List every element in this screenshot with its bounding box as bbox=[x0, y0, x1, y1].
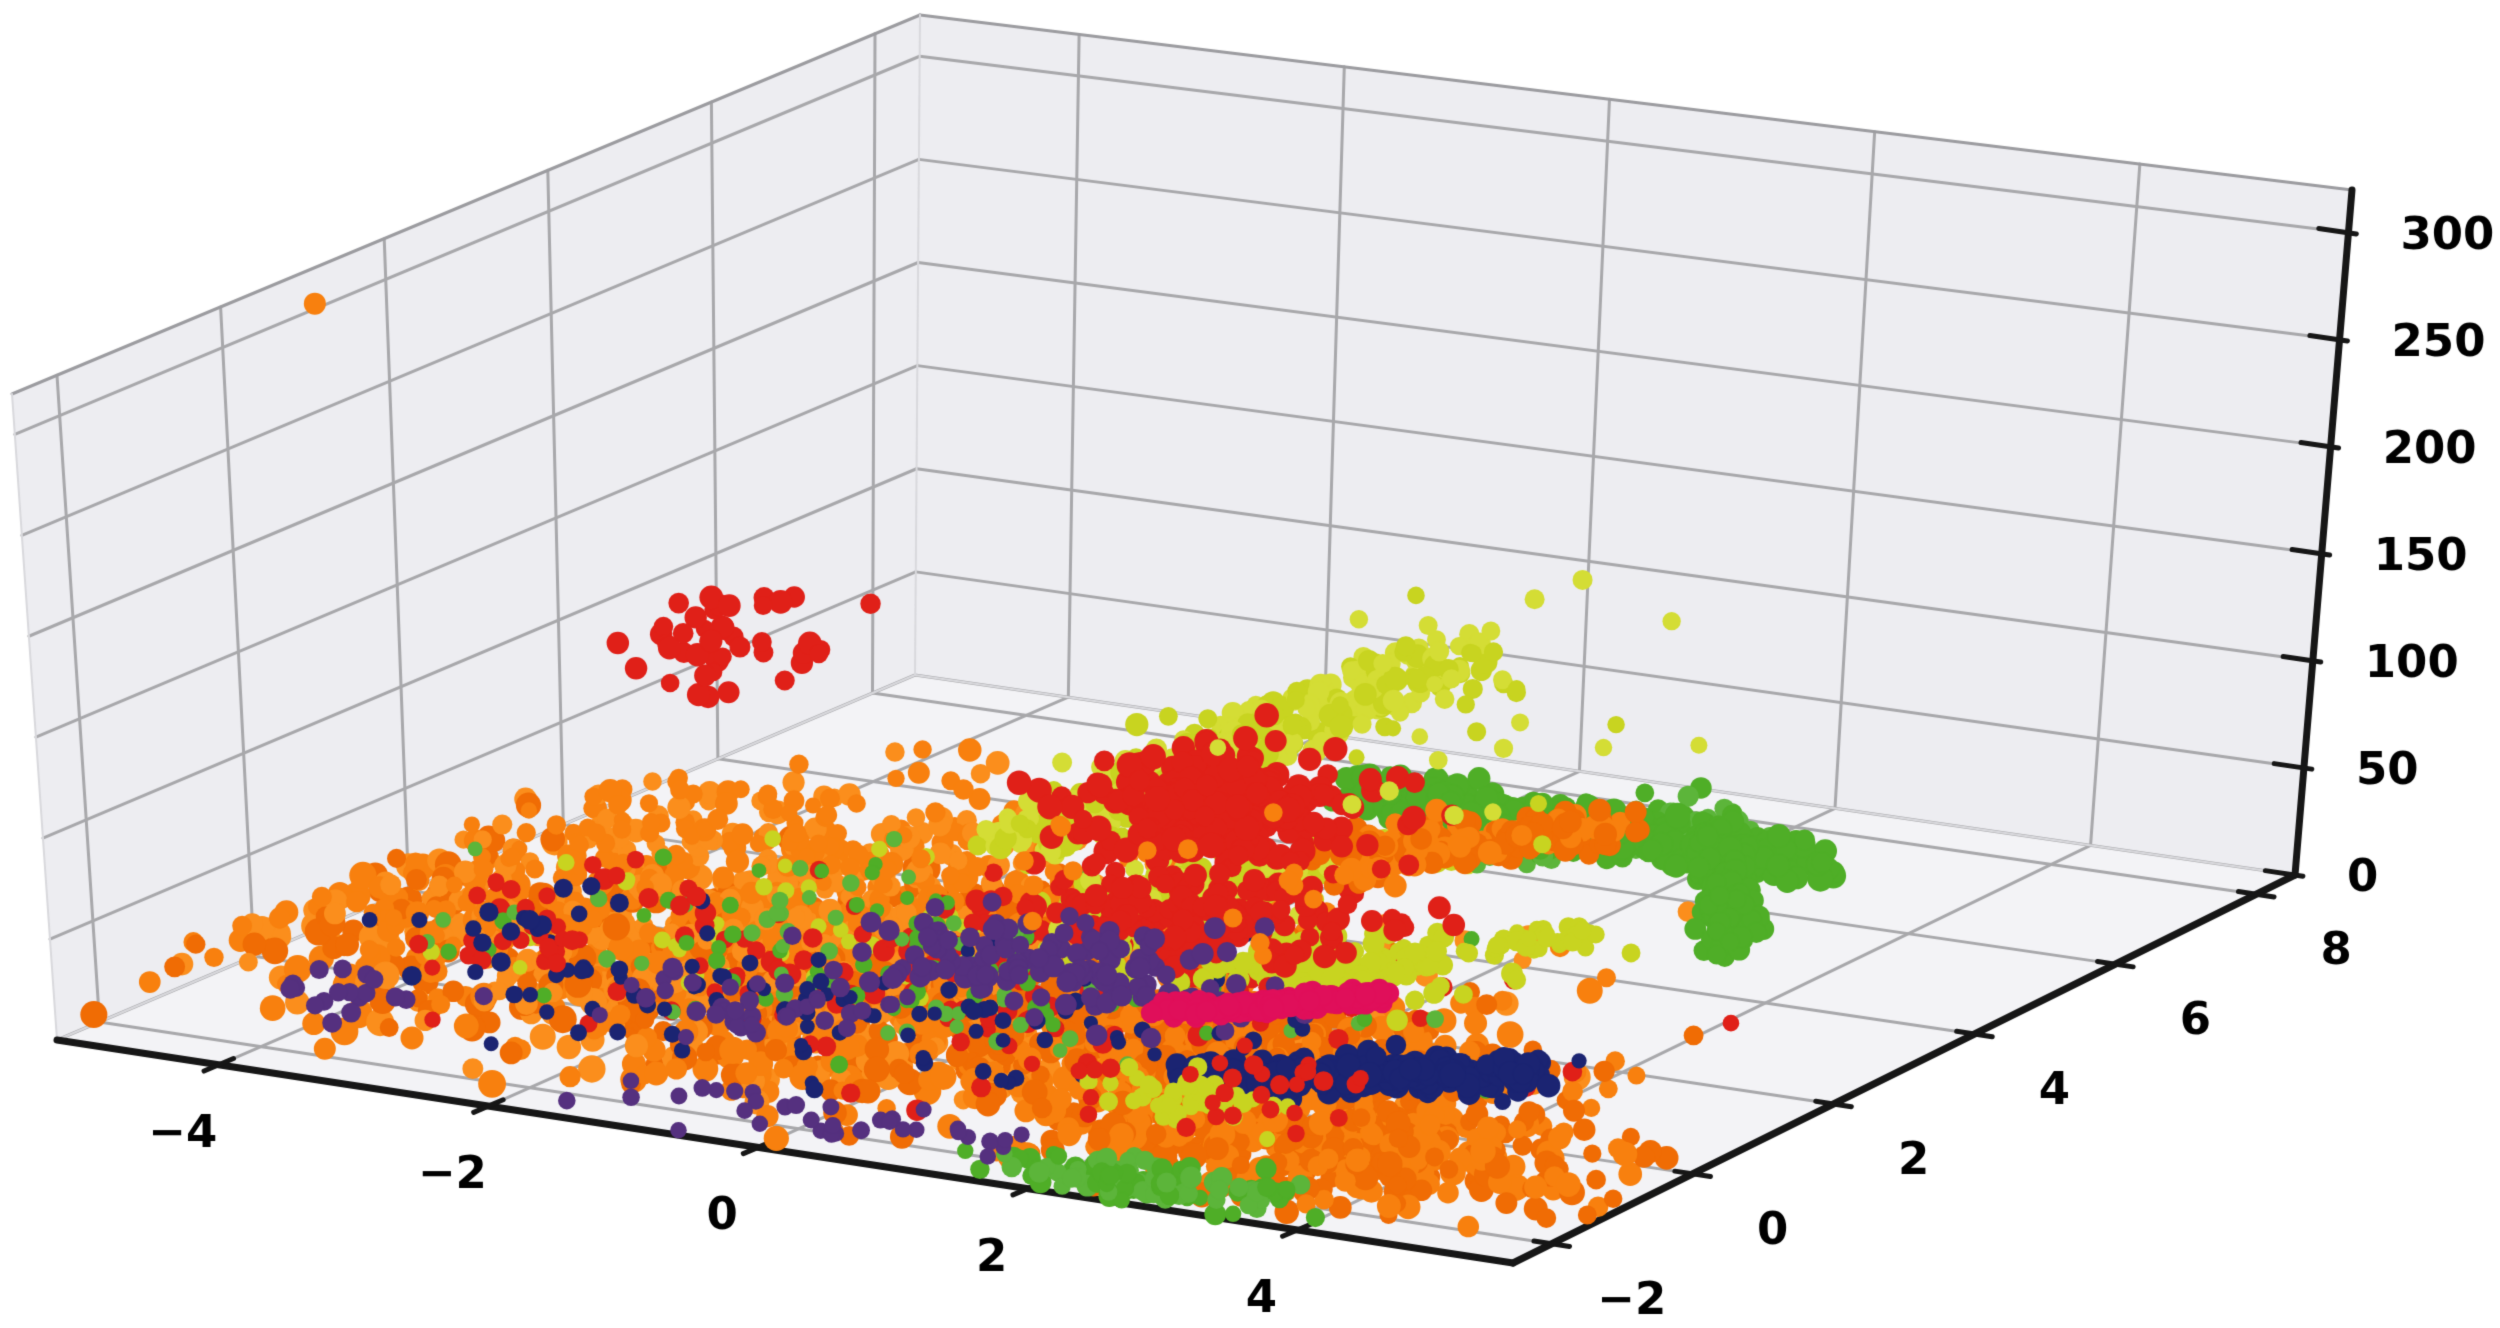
scatter3d-canvas bbox=[0, 0, 2500, 1328]
figure-3d-scatter bbox=[0, 0, 2500, 1328]
